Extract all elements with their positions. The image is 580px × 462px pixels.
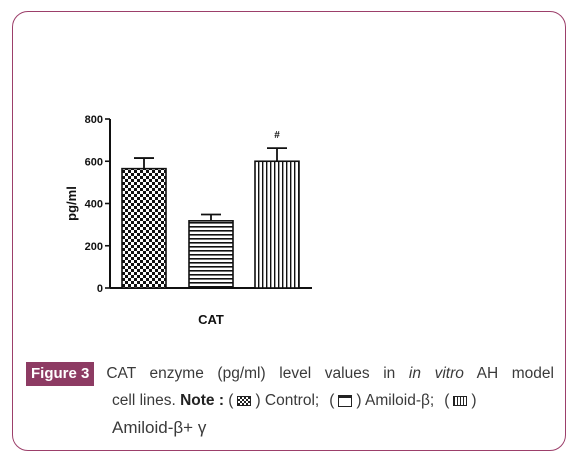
legend-swatch-amiloid xyxy=(338,394,353,407)
caption-line1: CAT enzyme (pg/ml) level values in in vi… xyxy=(106,365,554,382)
y-tick-label: 400 xyxy=(85,199,103,211)
note-label: Note : xyxy=(180,392,224,409)
figure-tag: Figure 3 xyxy=(26,361,95,386)
y-tick-label: 600 xyxy=(85,156,103,168)
bar-2 xyxy=(188,220,234,289)
x-axis-label: CAT xyxy=(198,312,224,327)
bar-chart: 0 200 400 600 800 # pg/ml CAT xyxy=(64,114,312,327)
y-tick-label: 0 xyxy=(97,283,103,295)
legend-swatch-amiloid-gamma xyxy=(453,395,468,406)
figure-caption: Figure 3 CAT enzyme (pg/ml) level values… xyxy=(26,360,554,441)
y-axis-label: pg/ml xyxy=(64,186,79,221)
bar-1 xyxy=(121,167,167,289)
caption-line3: Amiloid-β+ γ xyxy=(112,418,207,437)
y-tick-label: 800 xyxy=(85,114,103,126)
bar-3 xyxy=(254,160,300,289)
legend-swatch-control xyxy=(237,395,252,406)
figure-frame xyxy=(12,11,566,451)
y-tick-label: 200 xyxy=(85,241,103,253)
significance-mark: # xyxy=(274,130,280,141)
caption-line2: cell lines. Note : ( ) Control;( ) Amilo… xyxy=(26,387,554,414)
